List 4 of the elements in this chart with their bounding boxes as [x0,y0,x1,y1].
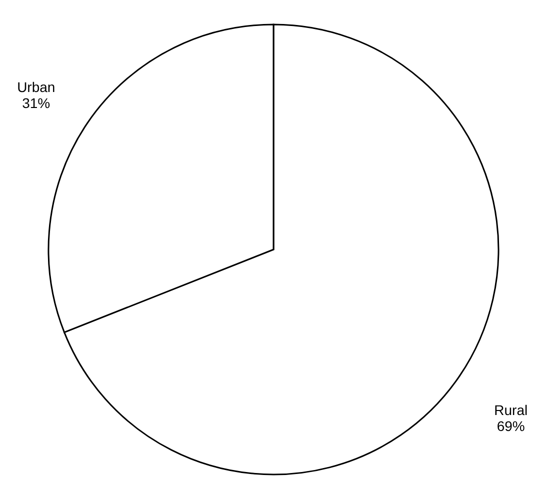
data-label: 69% [496,418,525,434]
data-label: 31% [22,95,50,112]
slice-label: Urban [17,79,56,96]
slice-label: Rural [494,402,528,418]
